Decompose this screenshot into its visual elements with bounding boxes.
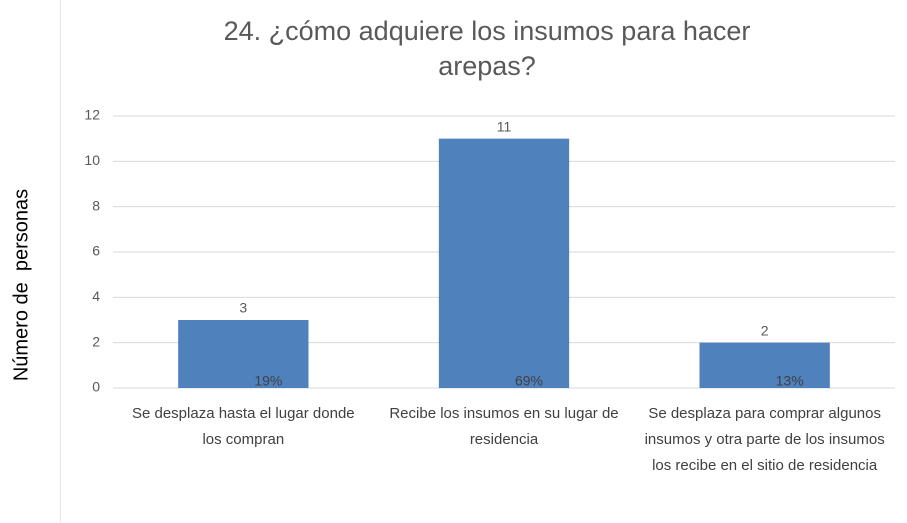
y-tick-label: 10 bbox=[84, 152, 100, 168]
chart-title: 24. ¿cómo adquiere los insumos para hace… bbox=[223, 16, 751, 81]
bar bbox=[438, 138, 570, 388]
chart-frame bbox=[60, 0, 907, 522]
y-tick-label: 6 bbox=[92, 243, 100, 259]
y-tick-label: 8 bbox=[92, 197, 100, 213]
percent-label: 13% bbox=[776, 373, 804, 389]
y-axis-label: Número de personas bbox=[10, 188, 33, 382]
x-tick-label: Se desplaza para comprar algunos insumos… bbox=[644, 405, 885, 474]
data-label: 11 bbox=[497, 118, 512, 134]
bar bbox=[699, 342, 830, 388]
x-tick-label: Recibe los insumos en su lugar de reside… bbox=[389, 405, 619, 448]
data-label: 3 bbox=[239, 300, 247, 316]
bar bbox=[178, 320, 309, 388]
y-tick-label: 2 bbox=[92, 333, 100, 349]
x-tick-label: Se desplaza hasta el lugar donde los com… bbox=[131, 405, 355, 448]
percent-label: 69% bbox=[515, 373, 543, 389]
y-tick-label: 12 bbox=[84, 107, 100, 123]
y-tick-label: 4 bbox=[92, 288, 100, 304]
percent-label: 19% bbox=[254, 373, 282, 389]
data-label: 2 bbox=[761, 322, 769, 338]
y-tick-label: 0 bbox=[92, 379, 100, 395]
